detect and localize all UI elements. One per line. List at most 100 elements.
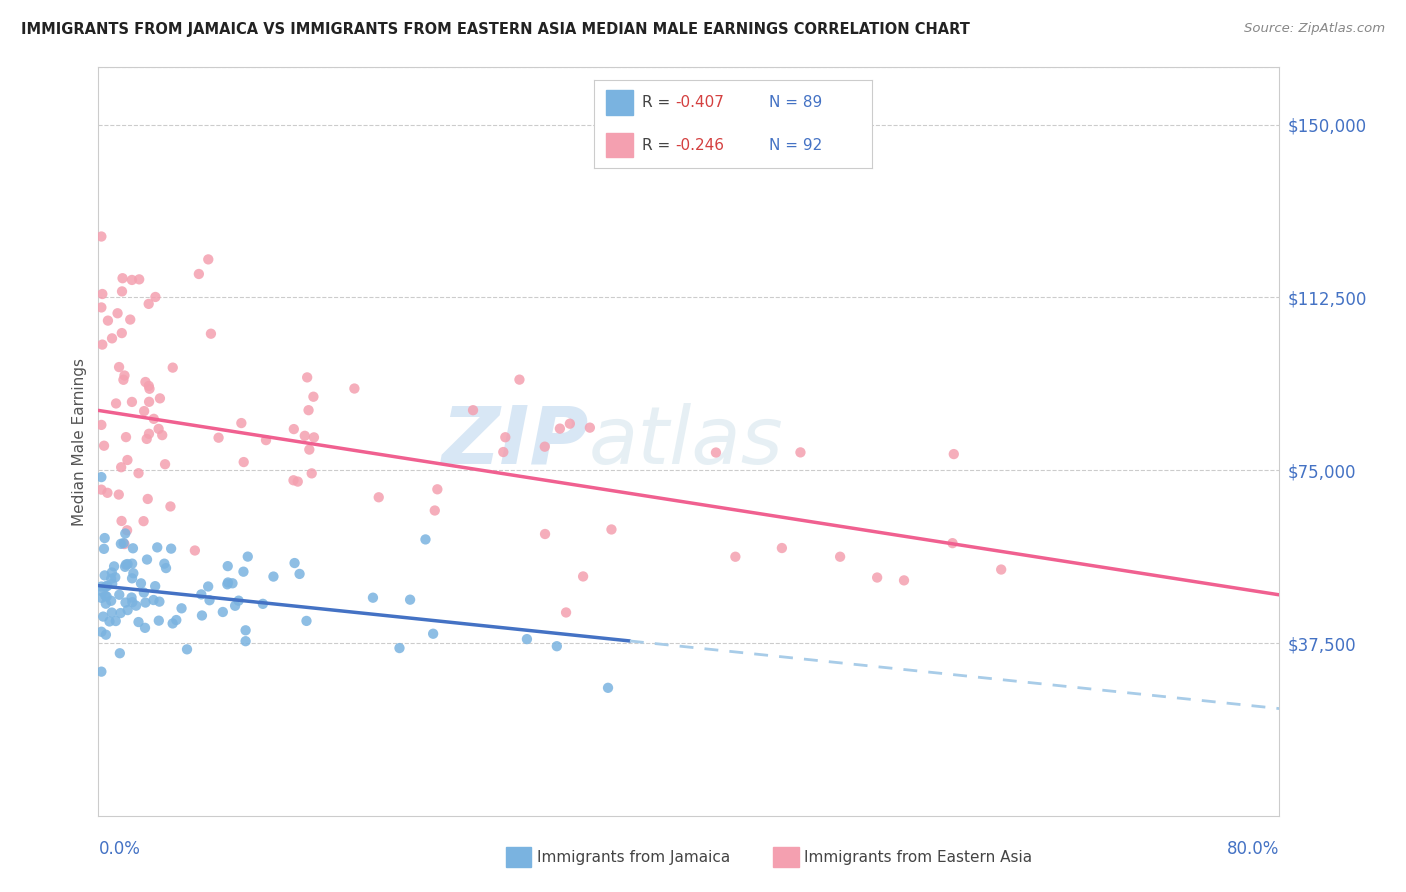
Point xyxy=(90,580,112,594)
Point xyxy=(217,559,239,574)
Point xyxy=(162,360,184,375)
Point xyxy=(176,642,198,657)
Point xyxy=(217,577,239,591)
Text: Immigrants from Eastern Asia: Immigrants from Eastern Asia xyxy=(804,850,1032,864)
Point xyxy=(114,526,136,541)
Point xyxy=(422,626,444,640)
Point xyxy=(115,558,138,572)
Point xyxy=(415,533,437,547)
Point xyxy=(200,326,222,341)
Point xyxy=(112,373,135,387)
Point xyxy=(115,523,138,537)
Point xyxy=(121,395,143,409)
Point xyxy=(143,579,166,593)
Text: atlas: atlas xyxy=(589,402,783,481)
Point xyxy=(145,290,167,304)
Point xyxy=(97,313,120,327)
Point xyxy=(142,593,165,607)
Point xyxy=(90,483,112,497)
Point xyxy=(98,615,121,629)
Point xyxy=(122,566,145,581)
Point xyxy=(533,440,555,454)
Point xyxy=(136,491,159,506)
Point xyxy=(600,523,623,537)
Point xyxy=(101,606,124,620)
Point xyxy=(121,557,143,571)
Point xyxy=(120,312,142,326)
Point xyxy=(91,287,114,301)
Point xyxy=(132,585,155,599)
Text: ZIP: ZIP xyxy=(441,402,589,481)
Point xyxy=(121,273,143,287)
Point xyxy=(149,392,172,406)
Point xyxy=(93,531,115,545)
Point xyxy=(302,390,325,404)
Point xyxy=(122,541,145,556)
Point xyxy=(128,272,150,286)
Point xyxy=(105,396,128,410)
Point xyxy=(121,591,143,605)
Point xyxy=(190,587,212,601)
Point xyxy=(388,641,411,656)
Point xyxy=(94,628,117,642)
Text: Source: ZipAtlas.com: Source: ZipAtlas.com xyxy=(1244,22,1385,36)
Point xyxy=(134,621,156,635)
Point xyxy=(302,430,325,444)
Point xyxy=(128,615,150,629)
Point xyxy=(110,514,132,528)
Point xyxy=(94,579,117,593)
Point xyxy=(941,536,963,550)
Point xyxy=(252,597,274,611)
Point xyxy=(492,445,515,459)
Point xyxy=(197,579,219,593)
Point xyxy=(110,537,132,551)
Point xyxy=(572,569,595,583)
Point xyxy=(162,616,184,631)
Point xyxy=(184,543,207,558)
Point xyxy=(100,572,122,586)
Point xyxy=(159,500,181,514)
Point xyxy=(101,577,124,591)
Point xyxy=(91,609,114,624)
Point xyxy=(534,527,557,541)
Point xyxy=(153,457,176,471)
Point xyxy=(295,614,318,628)
Point xyxy=(546,639,568,653)
Point xyxy=(207,431,229,445)
Point xyxy=(231,416,253,430)
Point xyxy=(426,483,449,497)
Point xyxy=(101,566,124,580)
Point xyxy=(138,379,160,393)
Point xyxy=(287,475,309,489)
Point xyxy=(110,460,132,475)
Point xyxy=(107,487,129,501)
Point xyxy=(111,326,134,340)
Point xyxy=(96,579,118,593)
Point xyxy=(508,373,530,387)
Point xyxy=(548,422,571,436)
Point xyxy=(135,432,157,446)
Point xyxy=(101,331,124,345)
Point xyxy=(134,596,156,610)
Point xyxy=(297,403,319,417)
Point xyxy=(298,442,321,457)
Point xyxy=(104,570,127,584)
Point xyxy=(165,613,187,627)
Point xyxy=(114,537,136,551)
Point xyxy=(235,634,257,648)
Point xyxy=(117,603,139,617)
Point xyxy=(191,608,214,623)
Point xyxy=(96,590,118,604)
Point xyxy=(90,624,112,639)
Point xyxy=(294,429,316,443)
Point xyxy=(94,589,117,603)
Point xyxy=(224,599,246,613)
Point xyxy=(283,422,305,436)
Point xyxy=(558,417,581,431)
Point xyxy=(232,565,254,579)
Point xyxy=(704,445,727,459)
Point xyxy=(461,403,484,417)
Point xyxy=(90,229,112,244)
Point xyxy=(343,382,366,396)
Point xyxy=(254,433,277,447)
